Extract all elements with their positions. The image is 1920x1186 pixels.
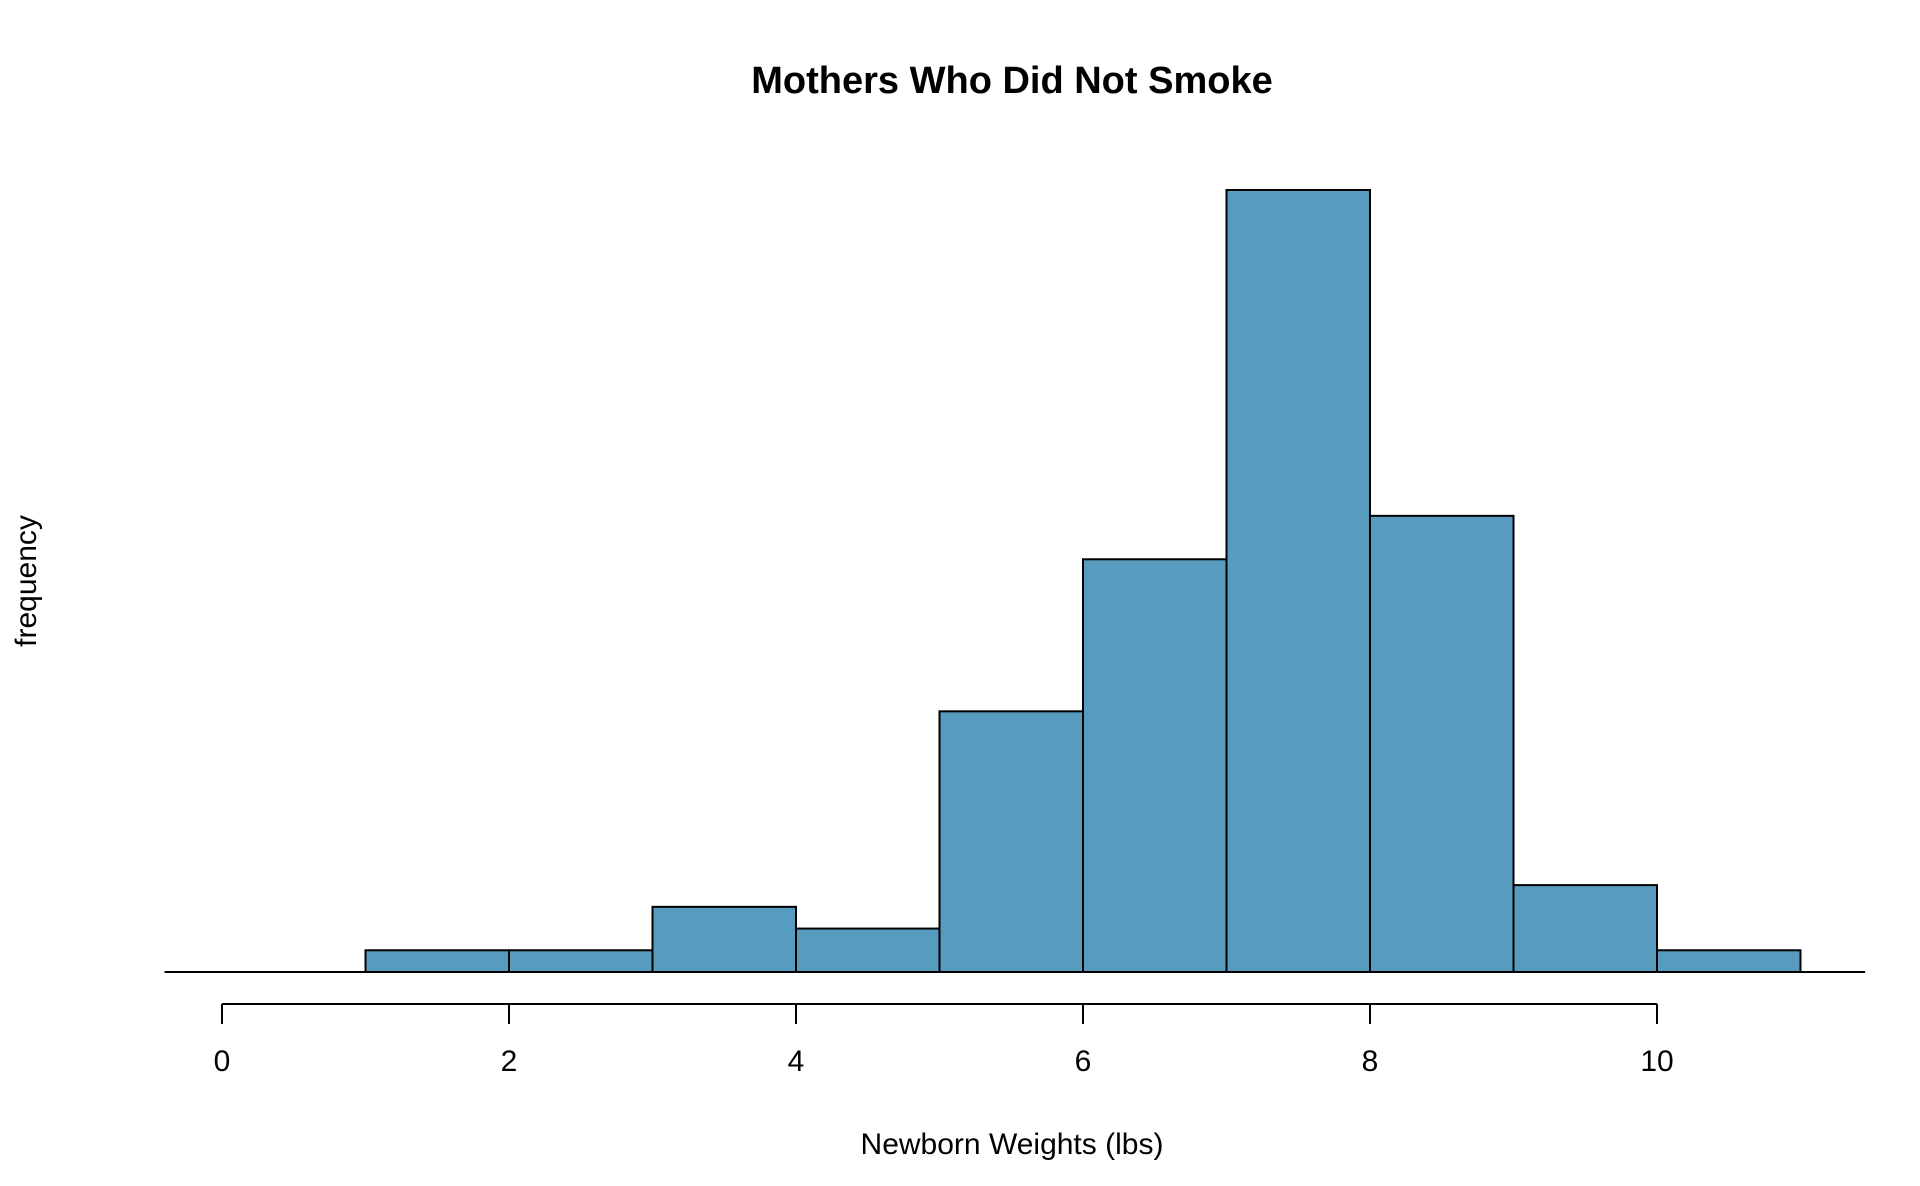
x-tick-label-6: 6 — [1075, 1045, 1092, 1078]
x-tick-label-4: 4 — [788, 1045, 805, 1078]
x-tick-label-10: 10 — [1640, 1045, 1673, 1078]
histogram-bar-9-10 — [1512, 884, 1658, 973]
bars-layer — [364, 189, 1802, 973]
histogram-bar-2-3 — [508, 949, 654, 973]
histogram-bar-7-8 — [1225, 189, 1371, 973]
chart-title: Mothers Who Did Not Smoke — [751, 60, 1272, 102]
x-tick-label-0: 0 — [214, 1045, 231, 1078]
x-axis: 0 2 4 6 8 10 — [214, 1003, 1674, 1078]
y-axis-label: frequency — [10, 515, 43, 647]
x-tick-label-8: 8 — [1362, 1045, 1379, 1078]
histogram-bar-10-11 — [1656, 949, 1802, 973]
x-axis-label: Newborn Weights (lbs) — [861, 1128, 1164, 1161]
x-tick-label-2: 2 — [501, 1045, 518, 1078]
histogram-bar-4-5 — [795, 927, 941, 973]
histogram-bar-5-6 — [938, 710, 1084, 973]
histogram-bar-1-2 — [364, 949, 510, 973]
histogram-bar-6-7 — [1082, 558, 1228, 973]
histogram-bar-3-4 — [651, 905, 797, 973]
histogram-bar-8-9 — [1369, 514, 1515, 973]
